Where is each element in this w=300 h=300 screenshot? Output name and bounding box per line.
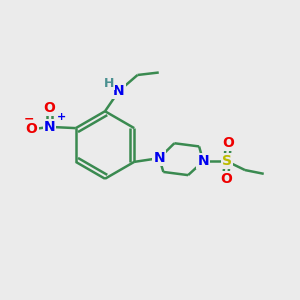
Text: N: N bbox=[153, 151, 165, 165]
Text: O: O bbox=[26, 122, 38, 136]
Text: O: O bbox=[44, 101, 56, 115]
Text: −: − bbox=[23, 112, 34, 125]
Text: H: H bbox=[104, 77, 114, 90]
Text: N: N bbox=[113, 84, 124, 98]
Text: N: N bbox=[197, 154, 209, 168]
Text: N: N bbox=[44, 120, 55, 134]
Text: O: O bbox=[222, 136, 234, 150]
Text: +: + bbox=[56, 112, 66, 122]
Text: S: S bbox=[222, 154, 232, 168]
Text: O: O bbox=[220, 172, 232, 186]
